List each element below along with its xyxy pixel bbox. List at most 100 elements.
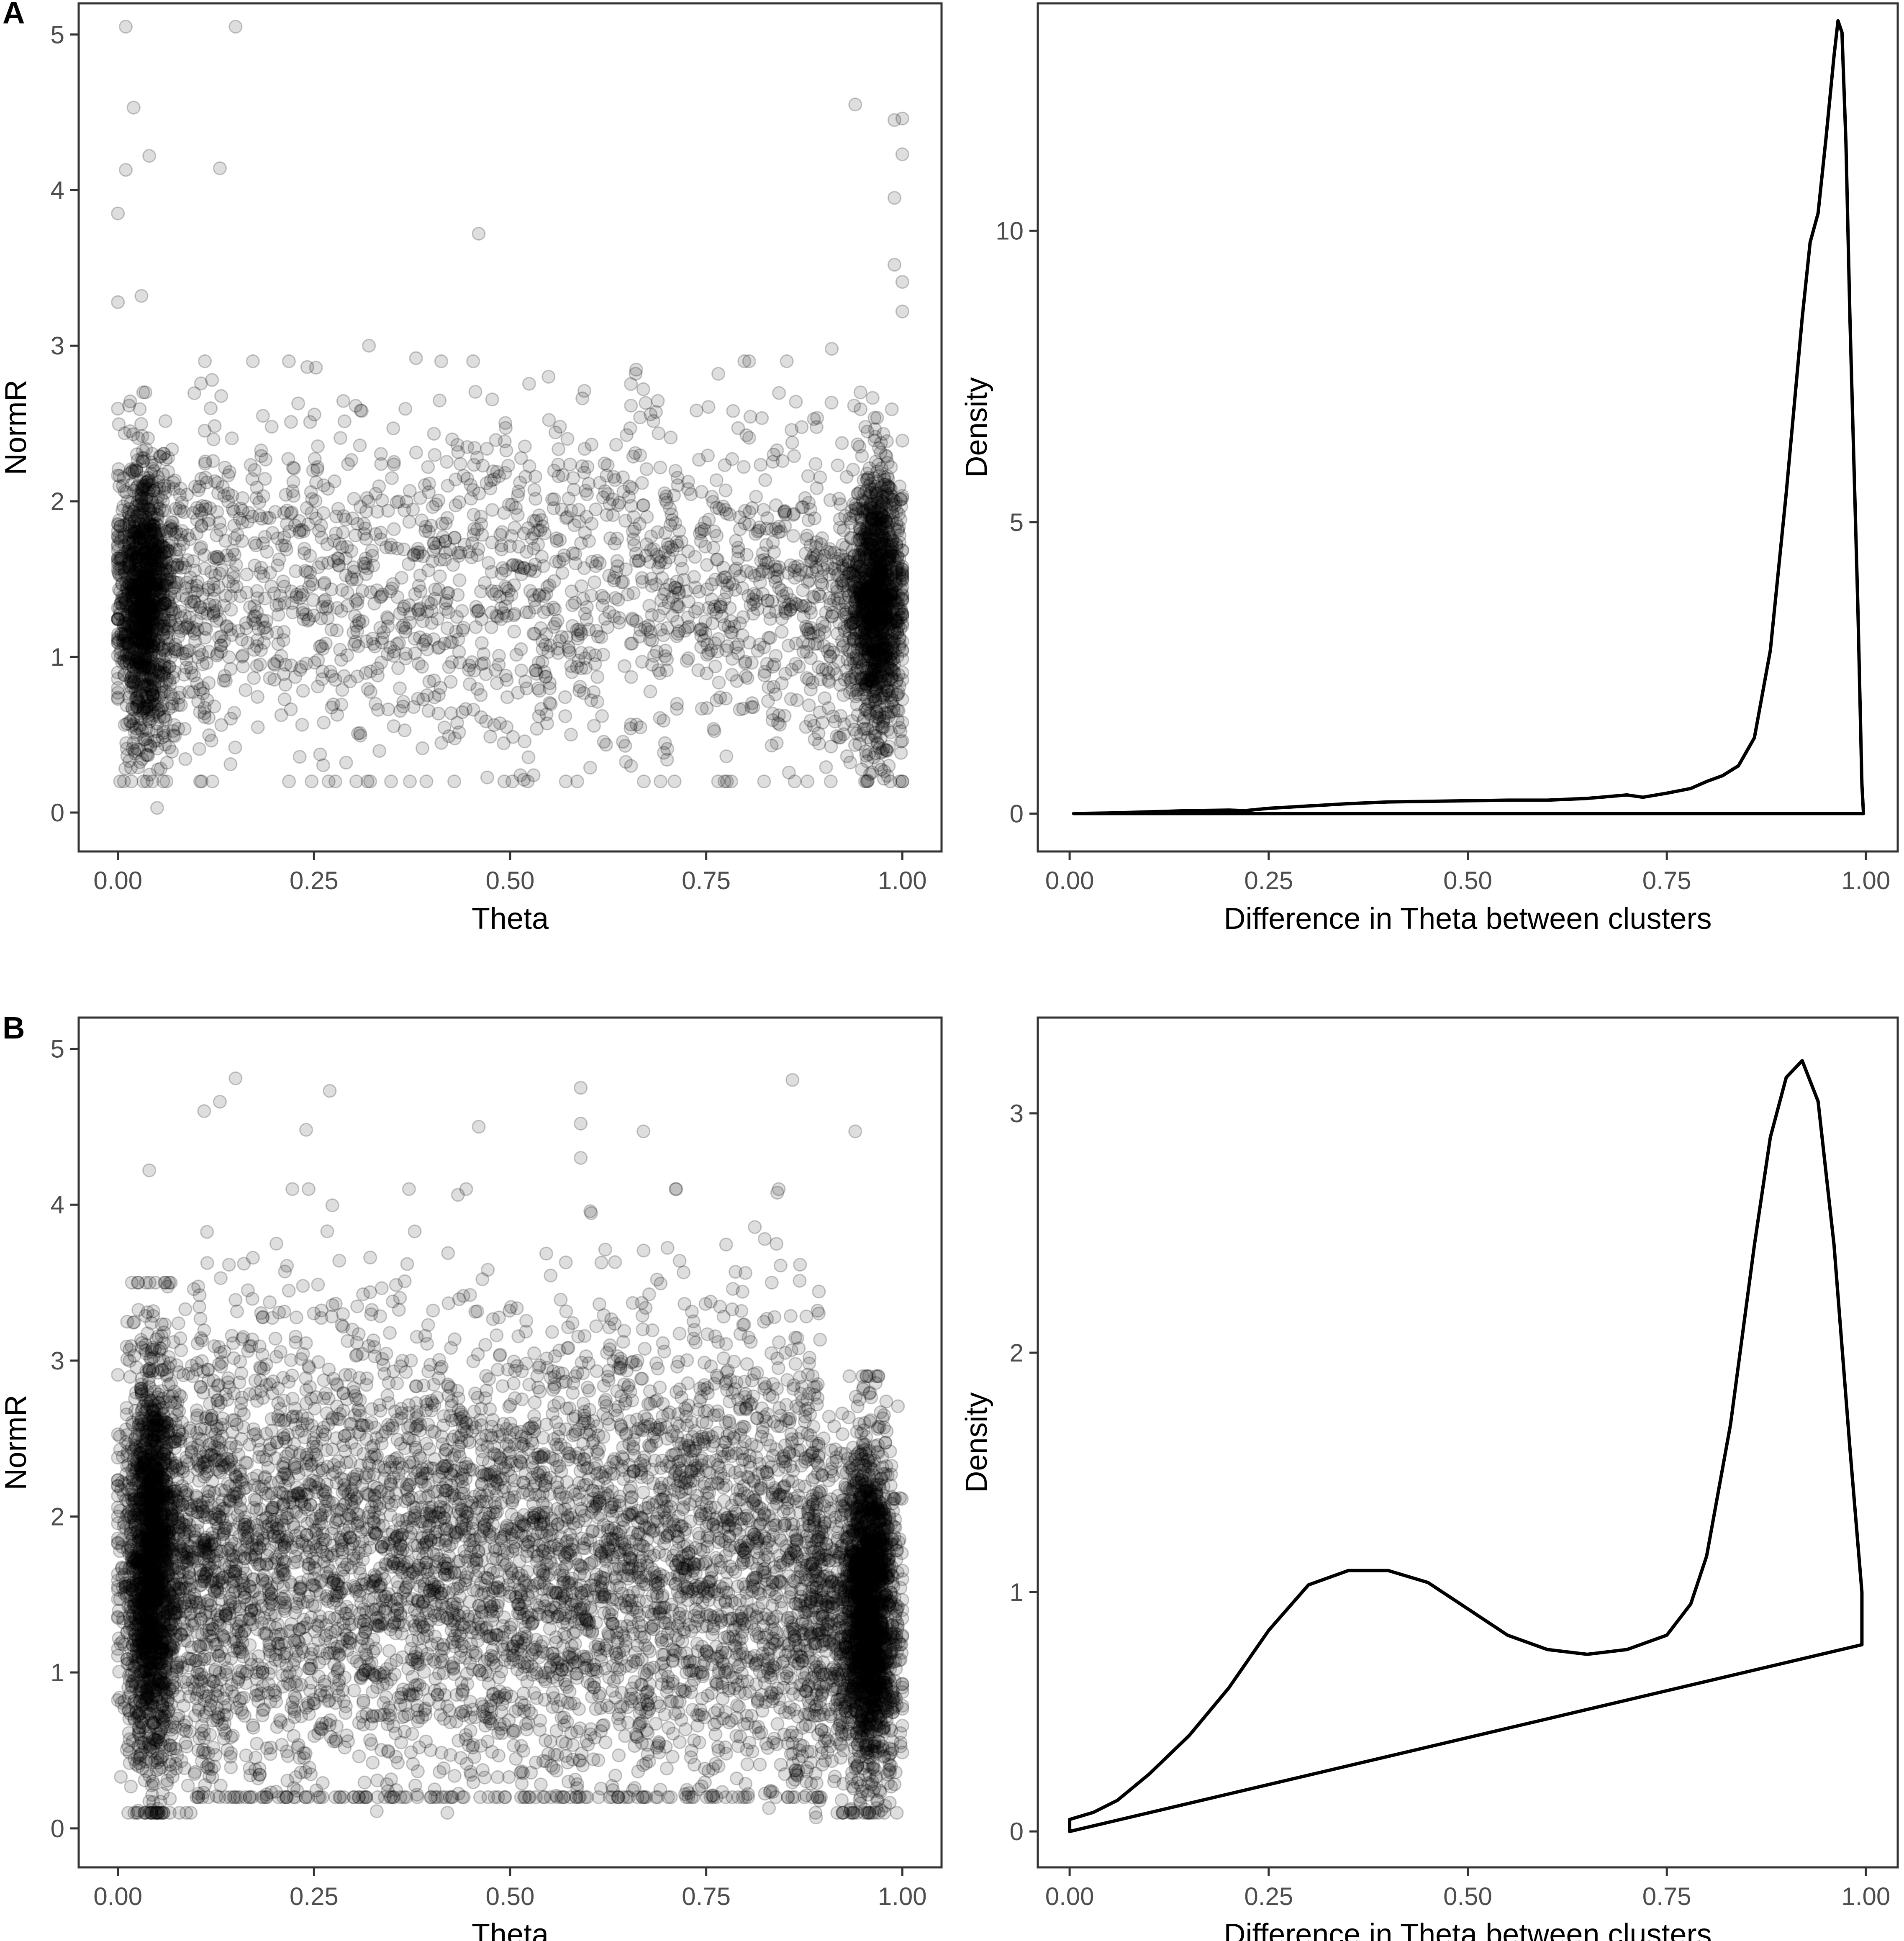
data-point: [869, 454, 883, 469]
data-point: [858, 531, 872, 545]
data-point: [517, 561, 531, 575]
y-tick-label: 0: [1010, 800, 1024, 828]
data-point: [842, 671, 856, 685]
data-point: [652, 426, 666, 441]
data-point: [213, 567, 227, 581]
data-point: [654, 774, 668, 789]
data-point: [796, 500, 810, 514]
data-point: [144, 638, 158, 653]
data-point: [144, 455, 158, 469]
data-point: [652, 663, 666, 677]
y-axis-title: Density: [960, 377, 993, 477]
data-point: [419, 520, 433, 534]
data-point: [156, 724, 170, 738]
data-point: [789, 395, 803, 409]
data-point: [681, 651, 695, 665]
data-point: [895, 774, 909, 789]
data-point: [600, 458, 615, 472]
data-point: [354, 403, 368, 418]
data-point: [179, 661, 193, 674]
data-point: [590, 670, 605, 684]
data-point: [475, 636, 489, 650]
y-tick-label: 0: [51, 799, 64, 827]
panel-label-a: A: [3, 0, 25, 30]
data-point: [116, 479, 130, 493]
data-point: [514, 642, 528, 656]
x-tick-label: 0.25: [290, 1882, 339, 1910]
data-point: [739, 669, 753, 683]
data-point: [139, 442, 153, 456]
data-point: [353, 438, 367, 453]
data-point: [848, 97, 862, 112]
data-point: [775, 625, 789, 639]
data-point: [766, 707, 780, 721]
data-point: [567, 482, 581, 497]
data-point: [749, 490, 763, 504]
data-point: [583, 761, 597, 775]
data-point: [589, 503, 603, 516]
data-point: [162, 631, 176, 645]
data-point: [475, 657, 489, 671]
data-point: [139, 597, 154, 611]
data-point: [341, 457, 355, 471]
data-point: [757, 774, 771, 789]
data-point: [279, 542, 293, 556]
x-tick-label: 0.50: [486, 867, 535, 895]
x-tick-label: 0.25: [290, 867, 339, 895]
data-point: [119, 163, 133, 177]
data-point: [629, 367, 643, 381]
data-point: [720, 578, 734, 592]
data-point: [859, 627, 873, 641]
data-point: [207, 699, 221, 713]
data-point: [435, 517, 449, 531]
y-axis-title: NormR: [0, 380, 33, 475]
data-point: [626, 586, 641, 600]
data-point: [282, 774, 296, 789]
data-point: [665, 508, 679, 522]
data-point: [413, 491, 427, 505]
data-point: [785, 436, 799, 450]
data-point: [651, 394, 665, 408]
data-point: [444, 675, 458, 689]
data-point: [240, 567, 254, 582]
data-point: [865, 765, 879, 779]
data-point: [824, 774, 838, 789]
data-point: [888, 191, 901, 205]
data-point: [111, 402, 125, 416]
data-point: [202, 728, 216, 742]
data-point: [368, 639, 382, 654]
data-point: [158, 485, 172, 500]
data-point: [499, 444, 513, 458]
data-point: [799, 720, 813, 734]
data-point: [313, 639, 327, 654]
data-point: [139, 722, 153, 736]
data-point: [363, 774, 377, 789]
data-point: [653, 460, 667, 474]
data-point: [838, 608, 852, 622]
data-point: [409, 351, 423, 365]
data-point: [847, 580, 862, 594]
data-point: [236, 504, 250, 518]
x-axis-title: Difference in Theta between clusters: [1224, 902, 1712, 936]
data-point: [418, 478, 432, 492]
data-point: [796, 583, 810, 597]
data-point: [205, 774, 219, 789]
data-point: [636, 382, 650, 396]
data-point: [128, 656, 143, 671]
data-point: [427, 673, 441, 687]
data-point: [128, 746, 142, 761]
data-point: [757, 503, 771, 517]
data-point: [116, 615, 130, 629]
y-tick-label: 2: [51, 487, 64, 515]
data-point: [434, 354, 448, 368]
data-point: [149, 573, 163, 587]
data-point: [801, 469, 815, 483]
data-point: [118, 762, 132, 776]
data-point: [832, 492, 846, 506]
data-point: [157, 447, 170, 461]
data-point: [862, 548, 876, 562]
data-point: [434, 736, 449, 750]
data-point: [860, 424, 875, 438]
data-point: [123, 424, 137, 438]
data-point: [636, 498, 651, 513]
